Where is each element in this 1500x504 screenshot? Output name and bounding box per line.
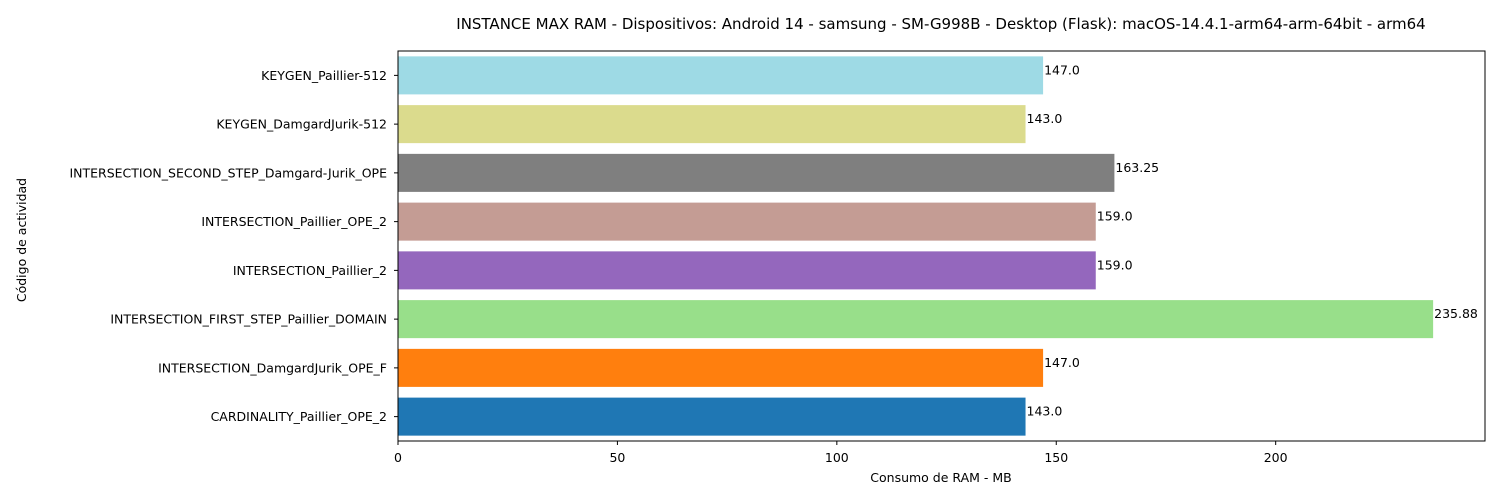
y-tick-label-4: INTERSECTION_Paillier_OPE_2 bbox=[201, 214, 387, 229]
bar-0 bbox=[398, 397, 1026, 436]
data-label-3: 159.0 bbox=[1097, 257, 1133, 272]
labels-layer: 143.0 CARDINALITY_Paillier_OPE_2 147.0 INTE… bbox=[69, 62, 1477, 465]
y-tick-label-0: CARDINALITY_Paillier_OPE_2 bbox=[211, 409, 387, 424]
y-tick-label-1: INTERSECTION_DamgardJurik_OPE_F bbox=[158, 360, 387, 375]
bar-3 bbox=[398, 251, 1096, 290]
bars-layer bbox=[398, 56, 1434, 436]
y-tick-label-2: INTERSECTION_FIRST_STEP_Paillier_DOMAIN bbox=[110, 312, 387, 327]
bar-5 bbox=[398, 153, 1115, 192]
y-tick-label-7: KEYGEN_Paillier-512 bbox=[261, 68, 387, 83]
data-label-6: 143.0 bbox=[1027, 111, 1063, 126]
y-tick-label-3: INTERSECTION_Paillier_2 bbox=[233, 263, 387, 278]
bar-2 bbox=[398, 300, 1434, 339]
data-label-4: 159.0 bbox=[1097, 209, 1133, 224]
x-tick-label-4: 200 bbox=[1264, 450, 1288, 465]
plot-frame bbox=[397, 50, 1486, 442]
x-tick-label-2: 100 bbox=[825, 450, 849, 465]
y-tick-label-5: INTERSECTION_SECOND_STEP_Damgard-Jurik_O… bbox=[69, 165, 387, 180]
data-label-1: 147.0 bbox=[1044, 355, 1080, 370]
chart-title: INSTANCE MAX RAM - Dispositivos: Android… bbox=[456, 15, 1425, 33]
bar-7 bbox=[398, 56, 1044, 95]
axes-layer bbox=[394, 50, 1486, 445]
y-tick-label-6: KEYGEN_DamgardJurik-512 bbox=[216, 117, 387, 132]
x-axis-label: Consumo de RAM - MB bbox=[870, 470, 1011, 485]
x-tick-label-1: 50 bbox=[609, 450, 625, 465]
data-label-5: 163.25 bbox=[1115, 160, 1159, 175]
bar-4 bbox=[398, 202, 1096, 241]
x-tick-label-0: 0 bbox=[394, 450, 402, 465]
x-tick-label-3: 150 bbox=[1044, 450, 1068, 465]
data-label-2: 235.88 bbox=[1434, 306, 1478, 321]
y-axis-label: Código de actividad bbox=[14, 178, 29, 302]
bar-1 bbox=[398, 348, 1044, 387]
bar-6 bbox=[398, 105, 1026, 144]
data-label-7: 147.0 bbox=[1044, 62, 1080, 77]
data-label-0: 143.0 bbox=[1027, 404, 1063, 419]
